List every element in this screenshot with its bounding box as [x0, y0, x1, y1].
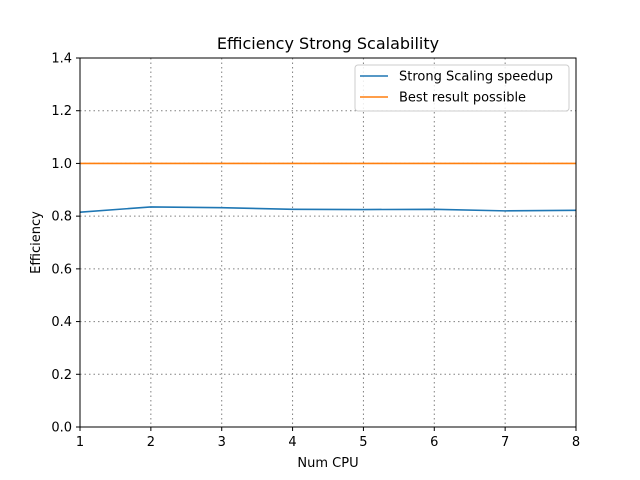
x-tick-label: 5 — [359, 435, 367, 450]
legend-label: Strong Scaling speedup — [399, 70, 553, 85]
x-tick-label: 7 — [501, 435, 509, 450]
legend-label: Best result possible — [399, 91, 526, 106]
x-axis-label: Num CPU — [297, 456, 358, 471]
series-layer — [79, 162, 577, 213]
y-tick-label: 0.8 — [51, 210, 72, 225]
plot-frame — [79, 57, 577, 428]
x-tick-label: 4 — [288, 435, 296, 450]
y-tick-label: 0.4 — [51, 315, 72, 330]
legend-box — [354, 64, 570, 112]
y-tick-label: 1.2 — [51, 104, 72, 119]
y-tick-label: 1.0 — [51, 157, 72, 172]
legend: Strong Scaling speedup Best result possib… — [354, 64, 570, 112]
y-axis-label: Efficiency — [29, 211, 44, 274]
x-tick-label: 2 — [147, 435, 155, 450]
y-tick-label: 1.4 — [51, 52, 72, 67]
y-tick-label: 0.6 — [51, 262, 72, 277]
ticks: 1 2 3 4 5 6 7 8 0.0 0.2 0.4 0.6 0.8 1.0 1.2 1.4 — [51, 52, 580, 451]
x-tick-label: 3 — [218, 435, 226, 450]
y-tick-label: 0.0 — [51, 421, 72, 436]
x-tick-label: 6 — [430, 435, 438, 450]
series-line-0 — [79, 206, 577, 213]
x-tick-label: 1 — [76, 435, 84, 450]
chart-title: Efficiency Strong Scalability — [217, 34, 439, 53]
y-tick-label: 0.2 — [51, 368, 72, 383]
x-tick-label: 8 — [572, 435, 580, 450]
